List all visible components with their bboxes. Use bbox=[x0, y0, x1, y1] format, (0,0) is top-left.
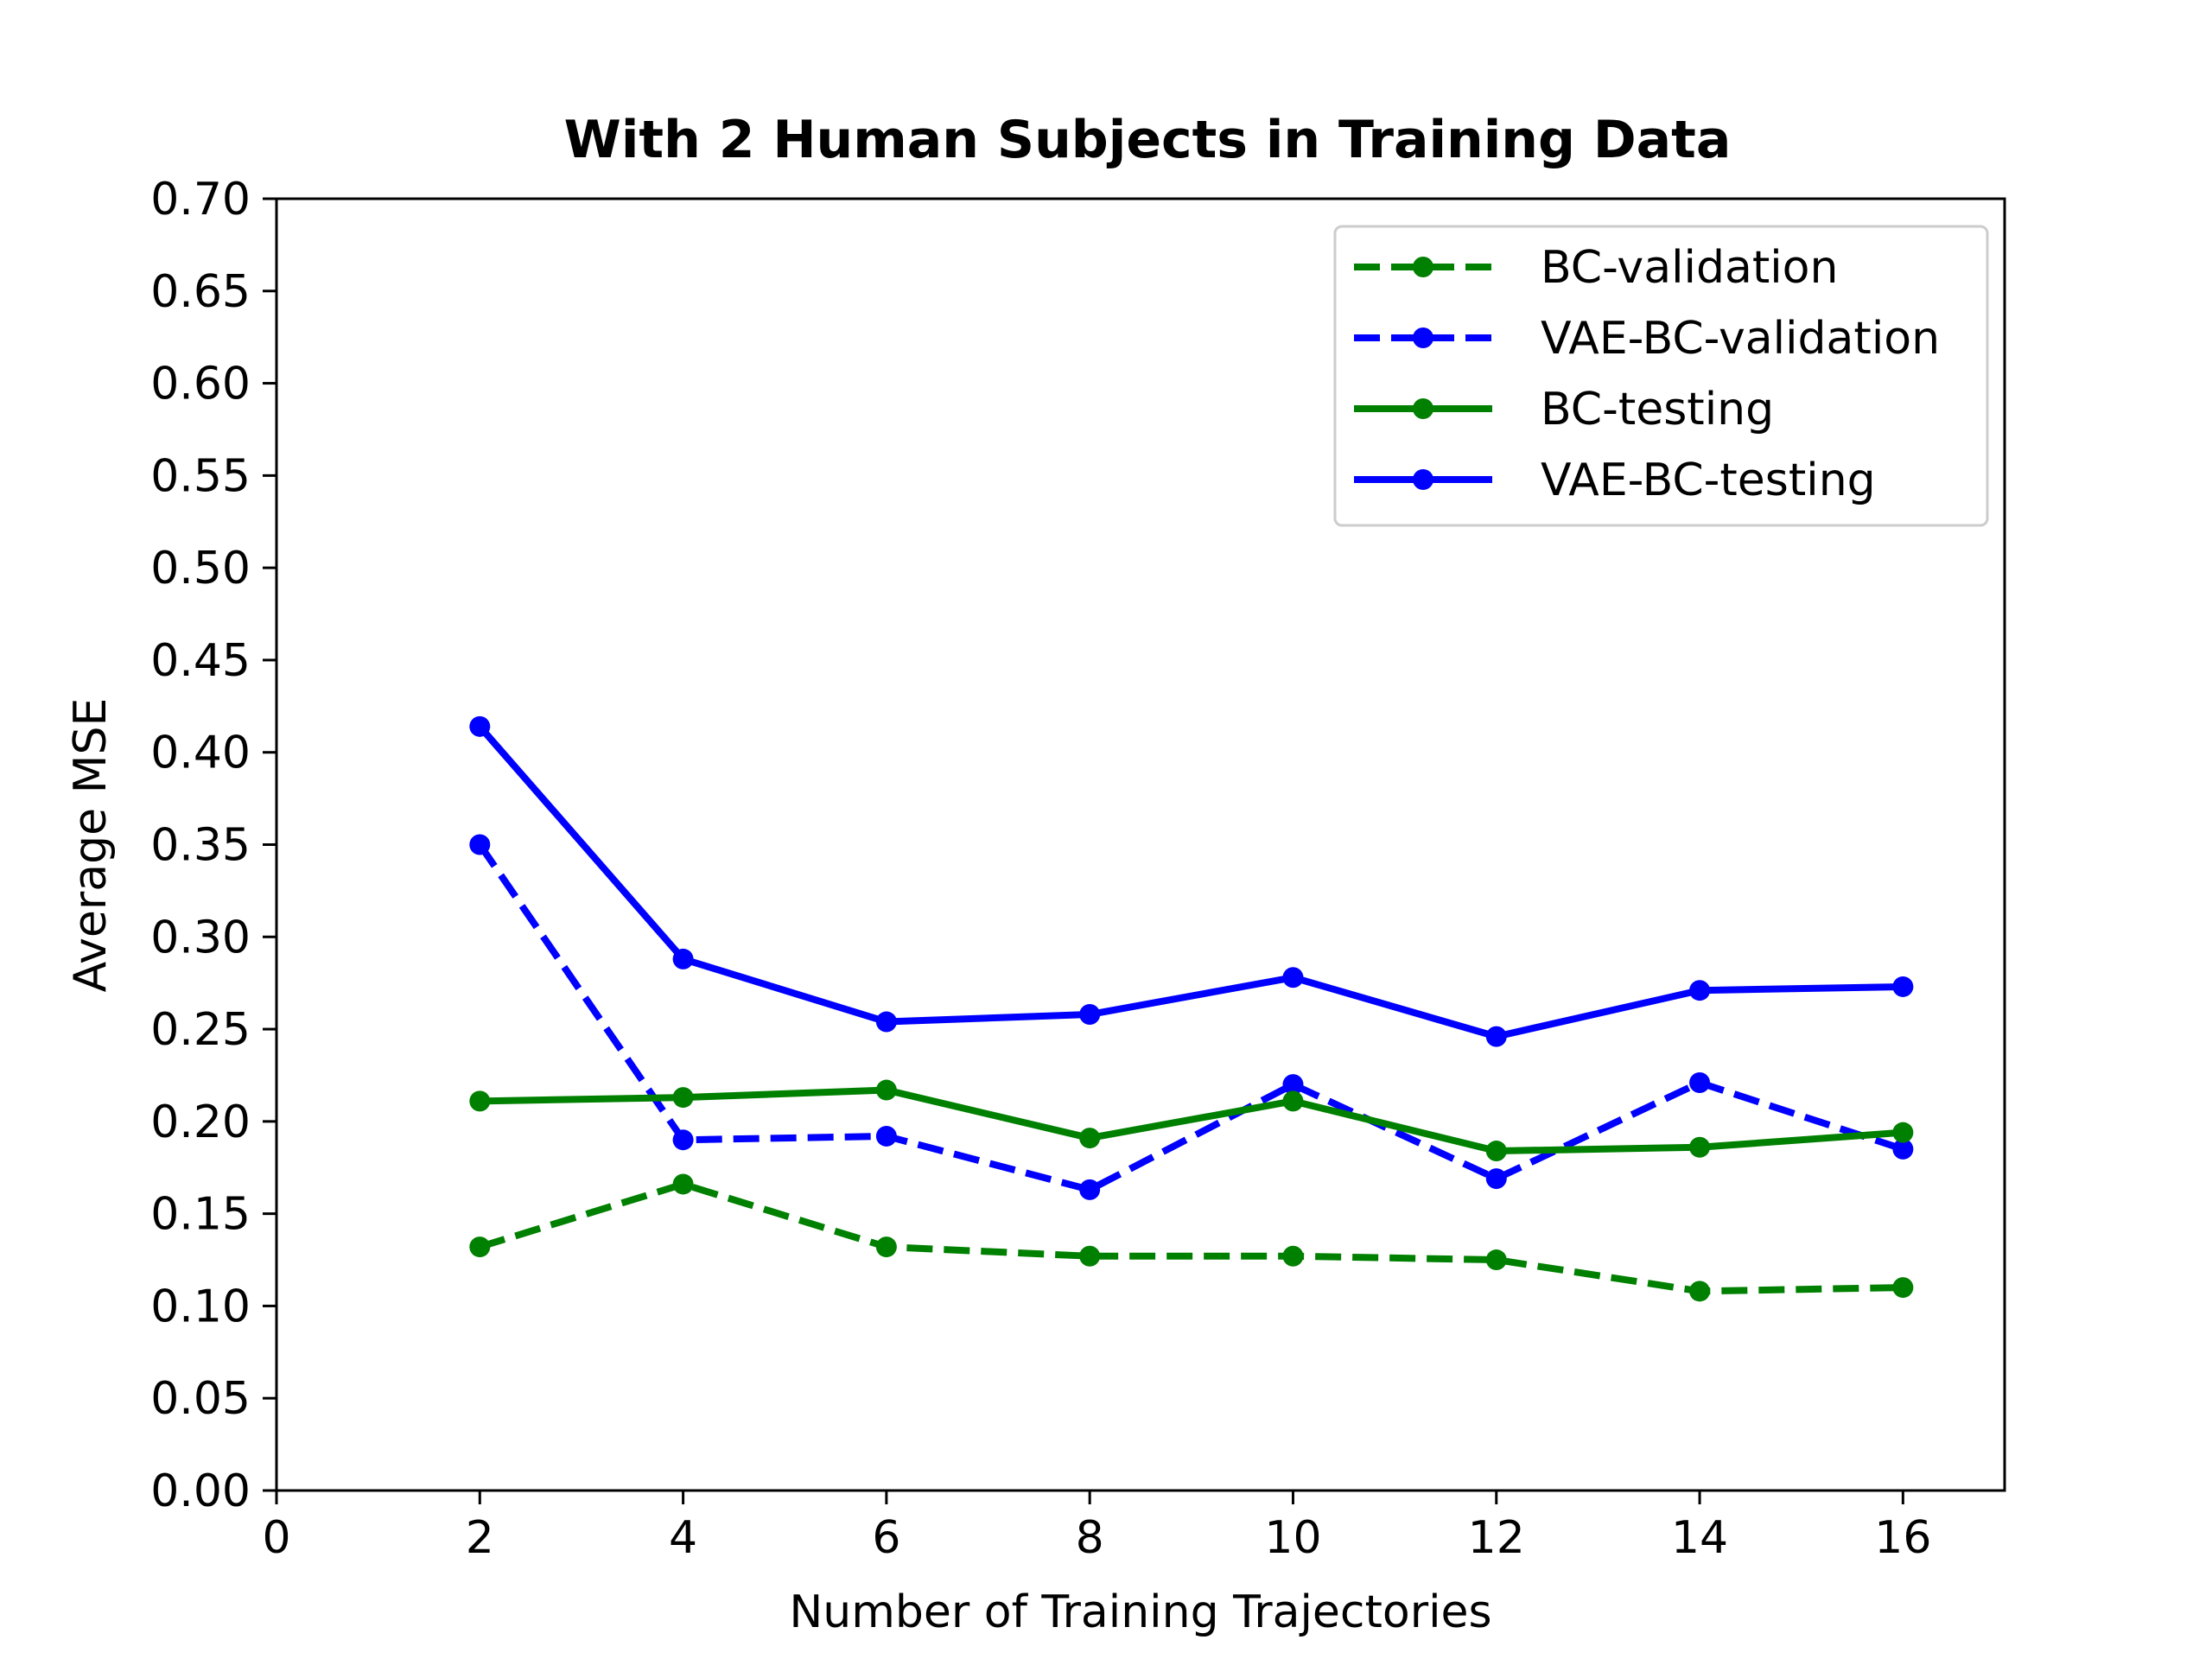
x-tick-label: 6 bbox=[872, 1512, 900, 1564]
data-point bbox=[875, 1079, 897, 1101]
y-tick-label: 0.50 bbox=[150, 543, 251, 594]
series-3 bbox=[469, 1079, 1914, 1162]
legend-marker bbox=[1413, 469, 1433, 490]
x-tick-label: 0 bbox=[262, 1512, 290, 1564]
data-point bbox=[469, 715, 491, 737]
series-layer bbox=[469, 715, 1914, 1302]
data-point bbox=[875, 1011, 897, 1033]
data-point bbox=[1079, 1245, 1101, 1267]
data-point bbox=[1282, 1090, 1304, 1112]
y-tick-label: 0.70 bbox=[150, 174, 251, 226]
data-point bbox=[672, 1087, 694, 1109]
data-point bbox=[875, 1125, 897, 1147]
y-tick-label: 0.15 bbox=[150, 1189, 251, 1241]
data-point bbox=[1079, 1179, 1101, 1200]
axes-layer: 0 2 4 6 8 10 12 14 16 0.00 0.05 0.10 0.15 0.20 0.25 0.3… bbox=[150, 174, 2006, 1564]
data-point bbox=[1689, 1136, 1711, 1158]
legend: BC-validation VAE-BC-validation BC-testing… bbox=[1333, 225, 1989, 527]
legend-entry: BC-validation bbox=[1354, 242, 1838, 294]
y-axis-label: Average MSE bbox=[65, 698, 117, 993]
y-tick-label: 0.45 bbox=[150, 635, 251, 687]
x-tick-label: 12 bbox=[1468, 1512, 1525, 1564]
data-point bbox=[672, 1129, 694, 1151]
series-line bbox=[477, 724, 1904, 1040]
x-tick-label: 8 bbox=[1076, 1512, 1104, 1564]
data-point bbox=[875, 1236, 897, 1258]
data-point bbox=[1892, 1138, 1914, 1160]
data-point bbox=[469, 1236, 491, 1258]
data-point bbox=[1689, 1281, 1711, 1302]
legend-entry: BC-testing bbox=[1354, 384, 1774, 435]
x-axis-label: Number of Training Trajectories bbox=[789, 1586, 1491, 1638]
y-tick-label: 0.05 bbox=[150, 1373, 251, 1425]
legend-marker bbox=[1413, 327, 1433, 348]
y-tick-label: 0.35 bbox=[150, 820, 251, 872]
x-tick-label: 10 bbox=[1264, 1512, 1321, 1564]
data-point bbox=[1079, 1003, 1101, 1025]
data-point bbox=[672, 948, 694, 969]
data-point bbox=[1689, 980, 1711, 1001]
data-point bbox=[672, 1173, 694, 1195]
data-point bbox=[1485, 1026, 1507, 1047]
legend-entry: VAE-BC-testing bbox=[1354, 454, 1876, 506]
legend-label: BC-testing bbox=[1541, 384, 1774, 435]
series-line bbox=[480, 1086, 1904, 1155]
data-point bbox=[469, 834, 491, 855]
x-tick-label: 14 bbox=[1671, 1512, 1728, 1564]
y-tick-label: 0.40 bbox=[150, 728, 251, 779]
y-tick-label: 0.10 bbox=[150, 1281, 251, 1332]
data-point bbox=[1485, 1249, 1507, 1271]
data-point bbox=[1282, 1245, 1304, 1267]
y-tick-label: 0.60 bbox=[150, 359, 251, 410]
series-1 bbox=[469, 1173, 1914, 1302]
x-tick-label: 2 bbox=[466, 1512, 494, 1564]
data-point bbox=[1892, 976, 1914, 997]
data-point bbox=[1485, 1168, 1507, 1190]
series-4 bbox=[469, 715, 1914, 1047]
legend-entry: VAE-BC-validation bbox=[1354, 313, 1940, 365]
x-tick-label: 4 bbox=[669, 1512, 697, 1564]
y-tick-label: 0.25 bbox=[150, 1004, 251, 1056]
series-line bbox=[476, 842, 1904, 1193]
y-tick-label: 0.65 bbox=[150, 266, 251, 318]
y-tick-label: 0.00 bbox=[150, 1465, 251, 1517]
data-point bbox=[1892, 1122, 1914, 1143]
data-point bbox=[1689, 1072, 1711, 1094]
y-tick-label: 0.55 bbox=[150, 450, 251, 502]
x-tick-label: 16 bbox=[1874, 1512, 1931, 1564]
legend-label: VAE-BC-testing bbox=[1541, 454, 1876, 506]
data-point bbox=[1282, 1074, 1304, 1096]
data-point bbox=[469, 1090, 491, 1112]
series-2 bbox=[469, 834, 1914, 1200]
y-tick-label: 0.30 bbox=[150, 912, 251, 963]
legend-marker bbox=[1413, 257, 1433, 277]
data-point bbox=[1485, 1141, 1507, 1162]
series-line bbox=[479, 1180, 1904, 1295]
chart-title: With 2 Human Subjects in Training Data bbox=[564, 110, 1732, 170]
data-point bbox=[1892, 1277, 1914, 1299]
legend-frame bbox=[1333, 225, 1989, 527]
legend-marker bbox=[1413, 398, 1433, 419]
data-point bbox=[1282, 967, 1304, 988]
legend-label: VAE-BC-validation bbox=[1541, 313, 1940, 365]
y-tick-label: 0.20 bbox=[150, 1096, 251, 1148]
legend-label: BC-validation bbox=[1541, 242, 1838, 294]
data-point bbox=[1079, 1128, 1101, 1149]
